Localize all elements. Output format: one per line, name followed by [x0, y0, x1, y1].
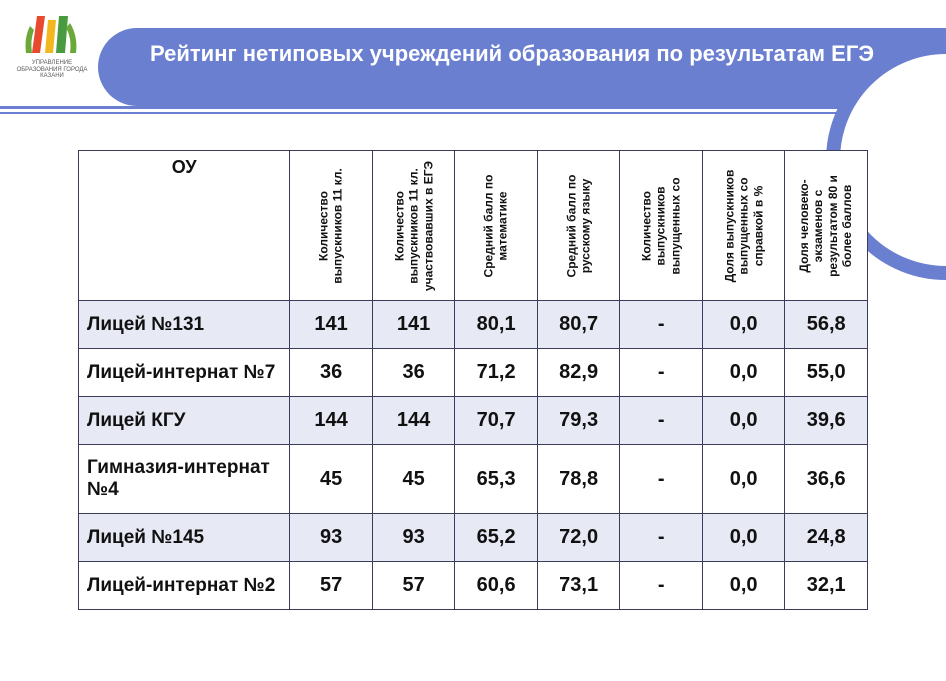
cell-value: 0,0 [702, 397, 785, 445]
cell-value: 36,6 [785, 445, 868, 514]
cell-value: 55,0 [785, 349, 868, 397]
cell-value: 45 [372, 445, 455, 514]
col-header-0: Количество выпускников 11 кл. [290, 151, 373, 301]
cell-value: 39,6 [785, 397, 868, 445]
cell-name: Гимназия-интернат №4 [79, 445, 290, 514]
cell-value: 24,8 [785, 514, 868, 562]
cell-value: 36 [372, 349, 455, 397]
cell-value: - [620, 562, 703, 610]
table-row: Лицей-интернат №2 57 57 60,6 73,1 - 0,0 … [79, 562, 868, 610]
cell-value: - [620, 397, 703, 445]
cell-value: 65,2 [455, 514, 538, 562]
page-title: Рейтинг нетиповых учреждений образования… [98, 28, 946, 68]
table-header-row: ОУ Количество выпускников 11 кл. Количес… [79, 151, 868, 301]
cell-name: Лицей №131 [79, 301, 290, 349]
cell-value: 71,2 [455, 349, 538, 397]
title-banner: Рейтинг нетиповых учреждений образования… [98, 28, 946, 106]
table-row: Лицей №145 93 93 65,2 72,0 - 0,0 24,8 [79, 514, 868, 562]
cell-value: 0,0 [702, 445, 785, 514]
cell-value: 73,1 [537, 562, 620, 610]
banner-underline-2 [0, 112, 946, 114]
cell-value: 93 [372, 514, 455, 562]
cell-value: 0,0 [702, 301, 785, 349]
cell-value: 0,0 [702, 349, 785, 397]
cell-value: 141 [290, 301, 373, 349]
cell-value: 45 [290, 445, 373, 514]
logo-caption: УПРАВЛЕНИЕ ОБРАЗОВАНИЯ ГОРОДА КАЗАНИ [12, 60, 92, 80]
cell-value: - [620, 514, 703, 562]
col-header-1: Количество выпускников 11 кл. участвовав… [372, 151, 455, 301]
cell-value: 36 [290, 349, 373, 397]
cell-value: 141 [372, 301, 455, 349]
cell-value: 65,3 [455, 445, 538, 514]
cell-value: 144 [372, 397, 455, 445]
cell-value: 82,9 [537, 349, 620, 397]
cell-value: 80,1 [455, 301, 538, 349]
cell-name: Лицей №145 [79, 514, 290, 562]
cell-name: Лицей КГУ [79, 397, 290, 445]
col-header-2: Средний балл по математике [455, 151, 538, 301]
col-header-5: Доля выпускников выпущенных со справкой … [702, 151, 785, 301]
col-header-3: Средний балл по русскому языку [537, 151, 620, 301]
cell-value: 72,0 [537, 514, 620, 562]
cell-value: 32,1 [785, 562, 868, 610]
cell-value: 70,7 [455, 397, 538, 445]
cell-value: 0,0 [702, 514, 785, 562]
rating-table: ОУ Количество выпускников 11 кл. Количес… [78, 150, 868, 610]
table-row: Лицей-интернат №7 36 36 71,2 82,9 - 0,0 … [79, 349, 868, 397]
table-row: Гимназия-интернат №4 45 45 65,3 78,8 - 0… [79, 445, 868, 514]
cell-value: - [620, 445, 703, 514]
cell-value: 80,7 [537, 301, 620, 349]
col-header-ou: ОУ [79, 151, 290, 301]
banner-underline [0, 106, 946, 109]
cell-value: 144 [290, 397, 373, 445]
cell-value: 60,6 [455, 562, 538, 610]
cell-value: 79,3 [537, 397, 620, 445]
cell-value: 93 [290, 514, 373, 562]
cell-value: 56,8 [785, 301, 868, 349]
table-row: Лицей КГУ 144 144 70,7 79,3 - 0,0 39,6 [79, 397, 868, 445]
col-header-6: Доля человеко-экзаменов с результатом 80… [785, 151, 868, 301]
cell-value: 57 [290, 562, 373, 610]
rating-table-container: ОУ Количество выпускников 11 кл. Количес… [78, 150, 868, 610]
cell-value: 0,0 [702, 562, 785, 610]
cell-value: - [620, 349, 703, 397]
cell-name: Лицей-интернат №7 [79, 349, 290, 397]
cell-name: Лицей-интернат №2 [79, 562, 290, 610]
org-logo: УПРАВЛЕНИЕ ОБРАЗОВАНИЯ ГОРОДА КАЗАНИ [12, 8, 92, 80]
cell-value: 78,8 [537, 445, 620, 514]
cell-value: 57 [372, 562, 455, 610]
table-body: Лицей №131 141 141 80,1 80,7 - 0,0 56,8 … [79, 301, 868, 610]
col-header-4: Количество выпускников выпущенных со [620, 151, 703, 301]
cell-value: - [620, 301, 703, 349]
table-row: Лицей №131 141 141 80,1 80,7 - 0,0 56,8 [79, 301, 868, 349]
